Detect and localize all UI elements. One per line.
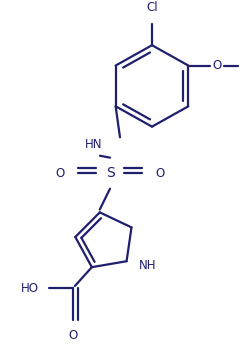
- Text: O: O: [56, 167, 65, 180]
- Text: S: S: [106, 166, 114, 180]
- Text: O: O: [68, 329, 77, 342]
- Text: Cl: Cl: [146, 1, 158, 14]
- Text: NH: NH: [139, 259, 156, 272]
- Text: HO: HO: [21, 282, 39, 295]
- Text: O: O: [213, 59, 222, 72]
- Text: O: O: [155, 167, 164, 180]
- Text: HN: HN: [85, 138, 102, 150]
